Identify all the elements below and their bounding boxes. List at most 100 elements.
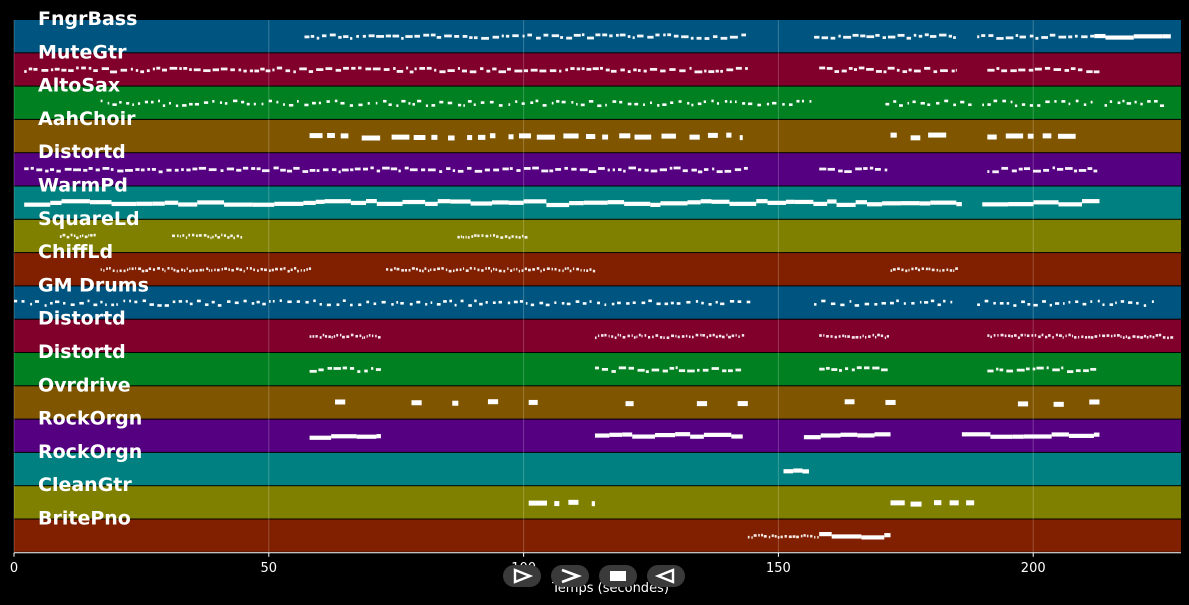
note <box>283 103 285 106</box>
note <box>283 267 286 270</box>
note <box>586 269 589 272</box>
note <box>560 36 564 39</box>
note <box>669 68 676 71</box>
note <box>863 167 868 170</box>
note <box>1167 336 1169 340</box>
fast-forward-button[interactable] <box>551 565 589 587</box>
note <box>946 268 949 272</box>
note <box>358 303 362 307</box>
note <box>431 134 438 140</box>
note <box>167 266 170 270</box>
note <box>643 69 647 73</box>
note <box>396 104 399 107</box>
note <box>138 267 142 271</box>
note <box>508 236 511 240</box>
note <box>943 299 946 303</box>
note <box>447 69 455 73</box>
note <box>437 267 441 271</box>
note <box>968 103 972 107</box>
note <box>874 432 891 437</box>
note <box>404 268 407 272</box>
note <box>735 333 737 337</box>
note <box>987 134 997 140</box>
note <box>874 303 878 306</box>
note <box>1035 36 1039 40</box>
note <box>1086 70 1093 74</box>
rewind-button[interactable] <box>647 565 685 587</box>
note <box>198 166 207 170</box>
note <box>461 69 467 73</box>
note <box>1008 334 1011 338</box>
note <box>204 303 209 306</box>
note <box>576 267 580 271</box>
note <box>953 269 955 272</box>
note <box>703 168 709 171</box>
note <box>235 267 239 271</box>
note <box>611 335 614 338</box>
note <box>339 333 342 337</box>
note <box>609 34 613 38</box>
note <box>619 334 622 337</box>
track-lane-15 <box>14 519 1181 552</box>
note <box>681 335 685 338</box>
note <box>373 302 377 306</box>
note <box>312 335 315 338</box>
stop-icon <box>610 571 626 581</box>
note <box>757 103 761 107</box>
note <box>1136 335 1140 339</box>
note <box>473 103 476 107</box>
note <box>862 334 864 338</box>
track-notes-4 <box>24 166 1098 174</box>
note <box>492 67 497 71</box>
track-label-10: Distortd <box>38 341 126 363</box>
note <box>105 303 107 307</box>
note <box>588 100 594 103</box>
note <box>1006 369 1014 373</box>
play-button[interactable] <box>503 565 541 587</box>
note <box>562 269 564 273</box>
note <box>864 366 870 370</box>
note <box>1149 334 1152 338</box>
note <box>953 103 956 107</box>
note <box>191 233 195 237</box>
note <box>897 33 905 37</box>
note <box>571 167 577 171</box>
note <box>230 234 233 238</box>
note <box>747 102 753 106</box>
note <box>434 68 437 72</box>
note <box>1043 168 1050 172</box>
note <box>425 201 438 206</box>
note <box>239 268 243 272</box>
note <box>617 333 619 337</box>
note <box>645 370 649 374</box>
note <box>701 301 704 305</box>
note <box>670 301 674 305</box>
note <box>626 302 630 305</box>
note <box>884 533 891 538</box>
note <box>987 170 990 173</box>
note <box>1090 336 1094 339</box>
note <box>796 535 799 539</box>
note <box>1120 300 1125 303</box>
note <box>513 268 515 271</box>
note <box>243 299 247 303</box>
note <box>711 367 719 370</box>
note <box>908 68 912 72</box>
note <box>592 269 596 273</box>
note <box>546 267 550 270</box>
note <box>1065 334 1067 338</box>
note <box>157 304 162 307</box>
note <box>729 35 738 39</box>
note <box>651 368 660 372</box>
note <box>1106 334 1110 337</box>
note <box>459 268 462 272</box>
note <box>50 68 54 72</box>
note <box>93 233 96 237</box>
note <box>425 302 428 306</box>
note <box>162 68 167 72</box>
note <box>203 234 207 237</box>
note <box>269 300 271 303</box>
stop-button[interactable] <box>599 565 637 587</box>
track-lane-4 <box>14 153 1181 186</box>
note <box>711 99 714 103</box>
